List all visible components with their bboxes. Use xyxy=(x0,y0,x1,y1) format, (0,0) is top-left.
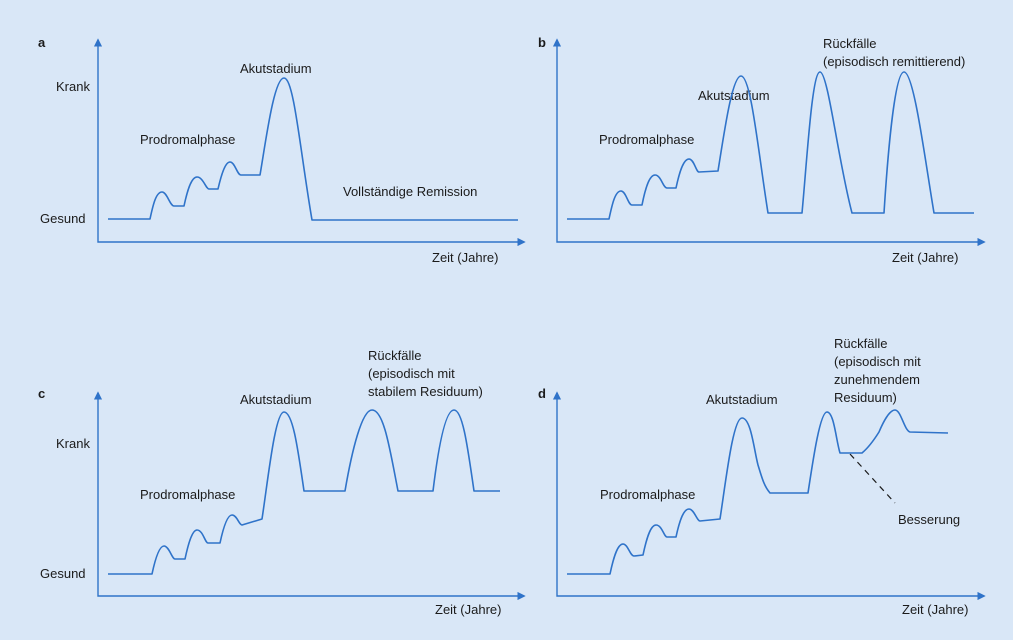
panel-letter-a: a xyxy=(38,35,46,50)
label-relapse-d-3: zunehmendem xyxy=(834,372,920,387)
label-prodromal-a: Prodromalphase xyxy=(140,132,235,147)
label-prodromal-b: Prodromalphase xyxy=(599,132,694,147)
curve-b xyxy=(567,71,974,220)
curve-c xyxy=(108,409,500,575)
label-relapse-b-1: Rückfälle xyxy=(823,36,876,51)
curve-a xyxy=(108,77,518,221)
y-label-krank-c: Krank xyxy=(56,436,90,451)
panel-b: b Zeit (Jahre) Prodromalphase Akutstadiu… xyxy=(538,35,986,265)
axes-d xyxy=(552,391,986,601)
label-relapse-d-1: Rückfälle xyxy=(834,336,887,351)
label-acute-a: Akutstadium xyxy=(240,61,312,76)
label-relapse-d-2: (episodisch mit xyxy=(834,354,921,369)
label-acute-d: Akutstadium xyxy=(706,392,778,407)
label-relapse-d-4: Residuum) xyxy=(834,390,897,405)
label-acute-c: Akutstadium xyxy=(240,392,312,407)
panel-letter-d: d xyxy=(538,386,546,401)
axes-a xyxy=(93,38,526,247)
x-label-d: Zeit (Jahre) xyxy=(902,602,968,617)
label-relapse-c-2: (episodisch mit xyxy=(368,366,455,381)
panel-d: d Zeit (Jahre) Prodromalphase Akutstadiu… xyxy=(538,336,986,617)
label-prodromal-d: Prodromalphase xyxy=(600,487,695,502)
label-improvement-d: Besserung xyxy=(898,512,960,527)
label-remission-a: Vollständige Remission xyxy=(343,184,477,199)
label-relapse-c-3: stabilem Residuum) xyxy=(368,384,483,399)
improvement-dashed-line xyxy=(849,453,896,504)
label-acute-b: Akutstadium xyxy=(698,88,770,103)
x-label-a: Zeit (Jahre) xyxy=(432,250,498,265)
y-label-gesund-c: Gesund xyxy=(40,566,86,581)
panel-a: a Krank Gesund Zeit (Jahre) Prodromalpha… xyxy=(38,35,526,265)
label-relapse-b-2: (episodisch remittierend) xyxy=(823,54,965,69)
panel-c: c Krank Gesund Zeit (Jahre) Prodromalpha… xyxy=(38,348,526,617)
y-label-gesund-a: Gesund xyxy=(40,211,86,226)
axes-c xyxy=(93,391,526,601)
panel-letter-c: c xyxy=(38,386,45,401)
curve-d xyxy=(567,409,949,575)
x-label-c: Zeit (Jahre) xyxy=(435,602,501,617)
panel-letter-b: b xyxy=(538,35,546,50)
y-label-krank-a: Krank xyxy=(56,79,90,94)
x-label-b: Zeit (Jahre) xyxy=(892,250,958,265)
label-relapse-c-1: Rückfälle xyxy=(368,348,421,363)
label-prodromal-c: Prodromalphase xyxy=(140,487,235,502)
axes-b xyxy=(552,38,986,247)
